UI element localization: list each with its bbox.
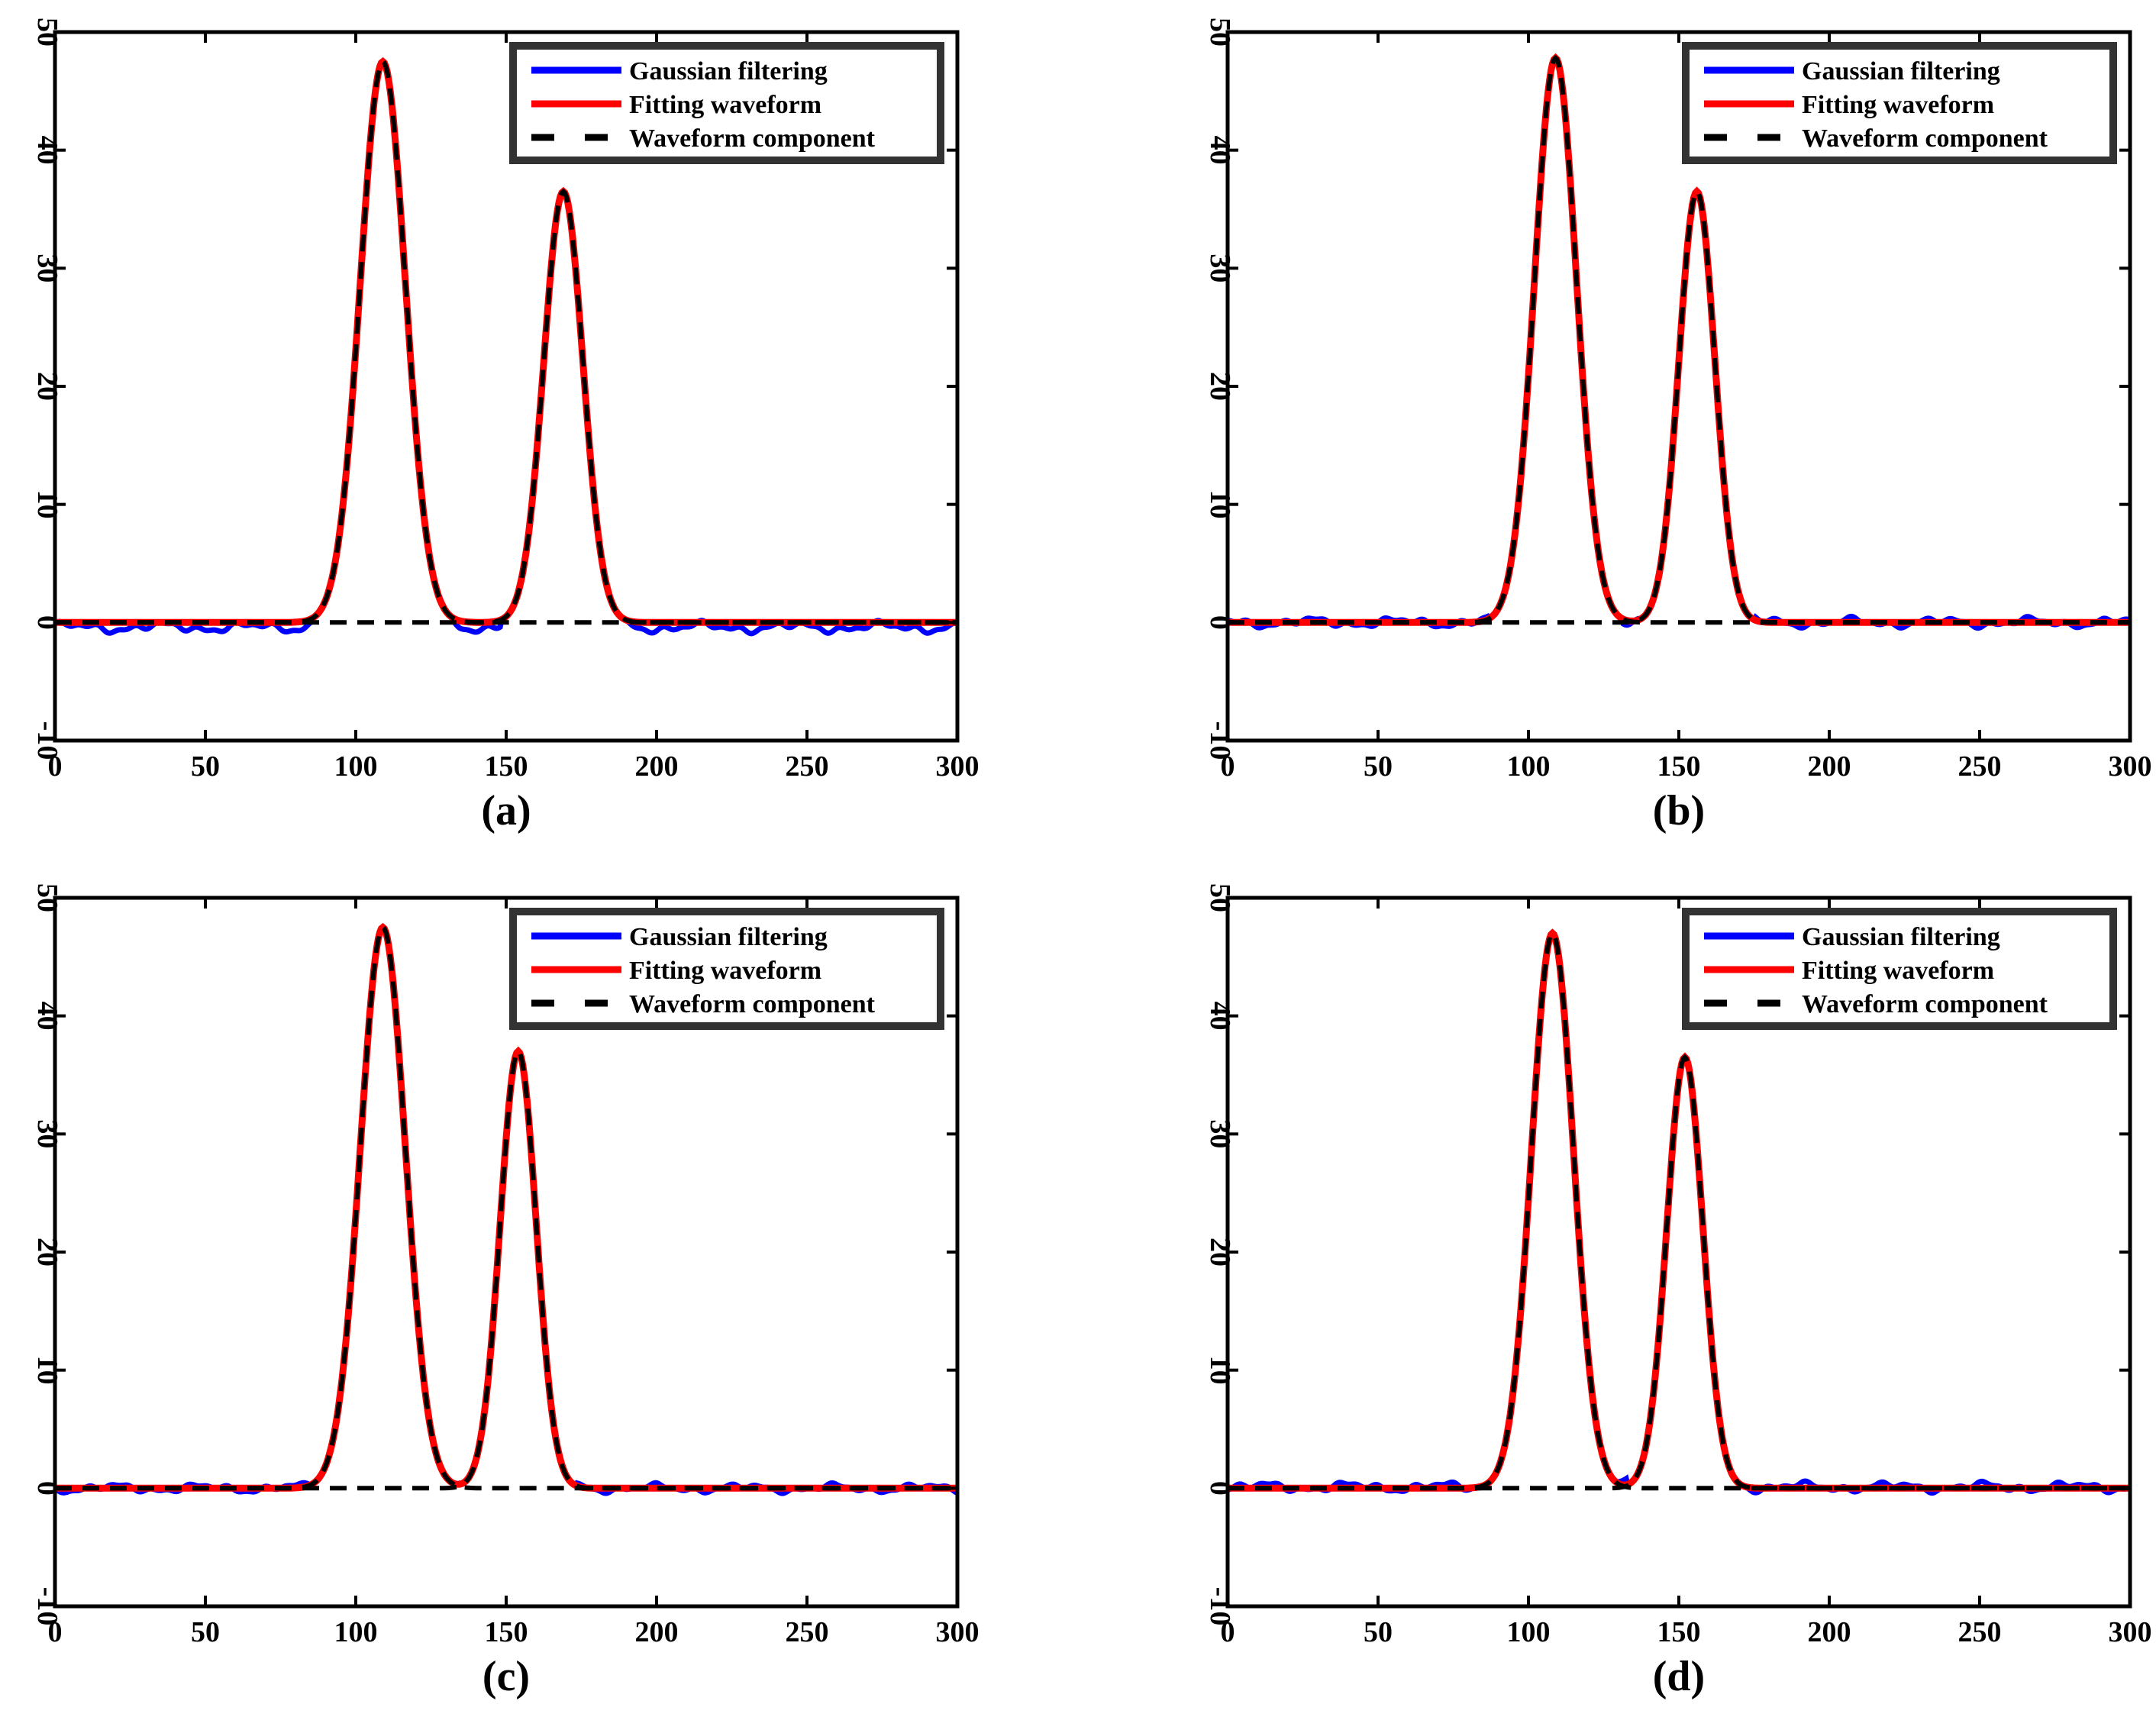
x-tick-label: 150 — [485, 750, 528, 783]
legend: Gaussian filtering Fitting waveform Wavefo… — [509, 42, 944, 164]
y-tick-label: 30 — [1204, 1119, 1236, 1148]
y-tick-label: 30 — [31, 1119, 63, 1148]
legend-label-component: Waveform component — [629, 990, 876, 1018]
legend-label-gaussian: Gaussian filtering — [1802, 57, 2000, 86]
x-tick-label: 100 — [1507, 1616, 1551, 1648]
y-tick-label: 0 — [31, 615, 63, 630]
legend-box — [1682, 908, 2117, 1030]
y-tick-label: 20 — [1204, 1238, 1236, 1267]
x-tick-label: 250 — [1958, 750, 2002, 783]
x-tick-label: 300 — [2109, 750, 2152, 783]
legend: Gaussian filtering Fitting waveform Wavefo… — [1682, 42, 2117, 164]
y-tick-label: 0 — [1204, 615, 1236, 630]
x-tick-label: 200 — [635, 750, 679, 783]
x-tick-label: 250 — [786, 1616, 829, 1648]
x-tick-label: 300 — [2109, 1616, 2152, 1648]
subplot-3: 0 50 100 150 200 250 300-1001020304050Gaussian… — [31, 883, 980, 1700]
legend-label-component: Waveform component — [629, 124, 876, 153]
panel-label: (c) — [483, 1653, 530, 1700]
y-tick-label: 20 — [31, 1238, 63, 1267]
series-group — [1228, 928, 2130, 1496]
y-tick-label: 30 — [1204, 253, 1236, 282]
legend-label-fitting: Fitting waveform — [629, 957, 821, 985]
legend: Gaussian filtering Fitting waveform Wavefo… — [509, 908, 944, 1030]
x-tick-label: 300 — [936, 1616, 980, 1648]
x-tick-label: 50 — [191, 1616, 220, 1648]
y-tick-label: 50 — [1204, 883, 1236, 912]
series-waveform-component-2 — [1228, 188, 2130, 625]
y-tick-label: 20 — [31, 372, 63, 401]
legend-label-gaussian: Gaussian filtering — [629, 57, 828, 86]
subplot-1: 0 50 100 150 200 250 300-1001020304050Gaussian… — [31, 18, 980, 834]
x-tick-label: 150 — [485, 1616, 528, 1648]
y-tick-label: 40 — [1204, 136, 1236, 165]
y-tick-label: 10 — [1204, 1356, 1236, 1385]
y-tick-label: 40 — [1204, 1002, 1236, 1031]
series-group — [1228, 53, 2130, 631]
series-group — [55, 922, 957, 1496]
y-tick-label: 50 — [1204, 18, 1236, 47]
y-tick-label: 20 — [1204, 372, 1236, 401]
x-tick-label: 0 — [48, 750, 63, 783]
x-tick-label: 50 — [1364, 750, 1393, 783]
legend-label-fitting: Fitting waveform — [1802, 91, 1994, 119]
y-tick-label: -10 — [1204, 721, 1236, 760]
x-tick-label: 200 — [1808, 750, 1851, 783]
y-tick-label: 40 — [31, 1002, 63, 1031]
legend-label-component: Waveform component — [1802, 990, 2048, 1018]
panel-label: (d) — [1653, 1653, 1705, 1700]
x-tick-label: 50 — [191, 750, 220, 783]
y-tick-label: 0 — [1204, 1481, 1236, 1496]
y-tick-label: 0 — [31, 1481, 63, 1496]
x-tick-label: 100 — [1507, 750, 1551, 783]
legend-label-fitting: Fitting waveform — [1802, 957, 1994, 985]
x-tick-label: 150 — [1657, 750, 1701, 783]
y-tick-label: 50 — [31, 883, 63, 912]
y-tick-label: -10 — [31, 1587, 63, 1626]
subplot-2: 0 50 100 150 200 250 300-1001020304050Gaussian… — [1204, 18, 2152, 834]
panel-label: (a) — [481, 787, 531, 834]
legend-label-gaussian: Gaussian filtering — [1802, 923, 2000, 951]
x-tick-label: 250 — [786, 750, 829, 783]
legend: Gaussian filtering Fitting waveform Wavefo… — [1682, 908, 2117, 1030]
y-tick-label: 10 — [31, 1356, 63, 1385]
panel-label: (b) — [1653, 787, 1705, 834]
x-tick-label: 250 — [1958, 1616, 2002, 1648]
x-tick-label: 0 — [1221, 1616, 1235, 1648]
legend-label-fitting: Fitting waveform — [629, 91, 821, 119]
x-tick-label: 50 — [1364, 1616, 1393, 1648]
x-tick-label: 200 — [1808, 1616, 1851, 1648]
subplot-4: 0 50 100 150 200 250 300-1001020304050Gaussian… — [1204, 883, 2152, 1700]
y-tick-label: -10 — [1204, 1587, 1236, 1626]
y-tick-label: 10 — [31, 490, 63, 519]
legend-label-component: Waveform component — [1802, 124, 2048, 153]
x-tick-label: 100 — [334, 1616, 378, 1648]
x-tick-label: 0 — [48, 1616, 63, 1648]
y-tick-label: 50 — [31, 18, 63, 47]
series-waveform-component-2 — [1228, 1054, 2130, 1491]
x-tick-label: 150 — [1657, 1616, 1701, 1648]
legend-label-gaussian: Gaussian filtering — [629, 923, 828, 951]
y-tick-label: 10 — [1204, 490, 1236, 519]
y-tick-label: 30 — [31, 253, 63, 282]
series-waveform-component-2 — [55, 188, 957, 625]
series-waveform-component-2 — [55, 1047, 957, 1491]
y-tick-label: -10 — [31, 721, 63, 760]
x-tick-label: 100 — [334, 750, 378, 783]
x-tick-label: 200 — [635, 1616, 679, 1648]
x-tick-label: 0 — [1221, 750, 1235, 783]
y-tick-label: 40 — [31, 136, 63, 165]
x-tick-label: 300 — [936, 750, 980, 783]
series-group — [55, 56, 957, 637]
